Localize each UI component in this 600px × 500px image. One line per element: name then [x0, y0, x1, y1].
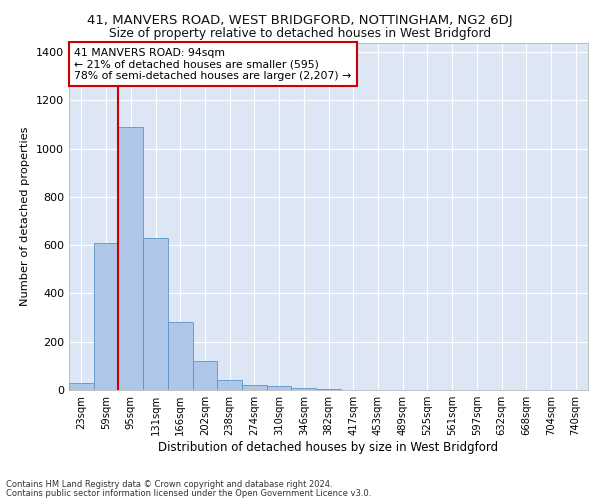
Text: Contains public sector information licensed under the Open Government Licence v3: Contains public sector information licen… — [6, 490, 371, 498]
Bar — [242, 385, 267, 390]
Text: Size of property relative to detached houses in West Bridgford: Size of property relative to detached ho… — [109, 28, 491, 40]
Bar — [118, 127, 143, 390]
Text: 41, MANVERS ROAD, WEST BRIDGFORD, NOTTINGHAM, NG2 6DJ: 41, MANVERS ROAD, WEST BRIDGFORD, NOTTIN… — [87, 14, 513, 27]
Bar — [168, 322, 193, 390]
Bar — [193, 361, 217, 390]
X-axis label: Distribution of detached houses by size in West Bridgford: Distribution of detached houses by size … — [158, 441, 499, 454]
Y-axis label: Number of detached properties: Number of detached properties — [20, 126, 31, 306]
Bar — [69, 383, 94, 390]
Bar — [143, 238, 168, 390]
Text: 41 MANVERS ROAD: 94sqm
← 21% of detached houses are smaller (595)
78% of semi-de: 41 MANVERS ROAD: 94sqm ← 21% of detached… — [74, 48, 352, 81]
Bar — [267, 386, 292, 390]
Bar — [292, 388, 316, 390]
Bar — [94, 243, 118, 390]
Text: Contains HM Land Registry data © Crown copyright and database right 2024.: Contains HM Land Registry data © Crown c… — [6, 480, 332, 489]
Bar — [217, 380, 242, 390]
